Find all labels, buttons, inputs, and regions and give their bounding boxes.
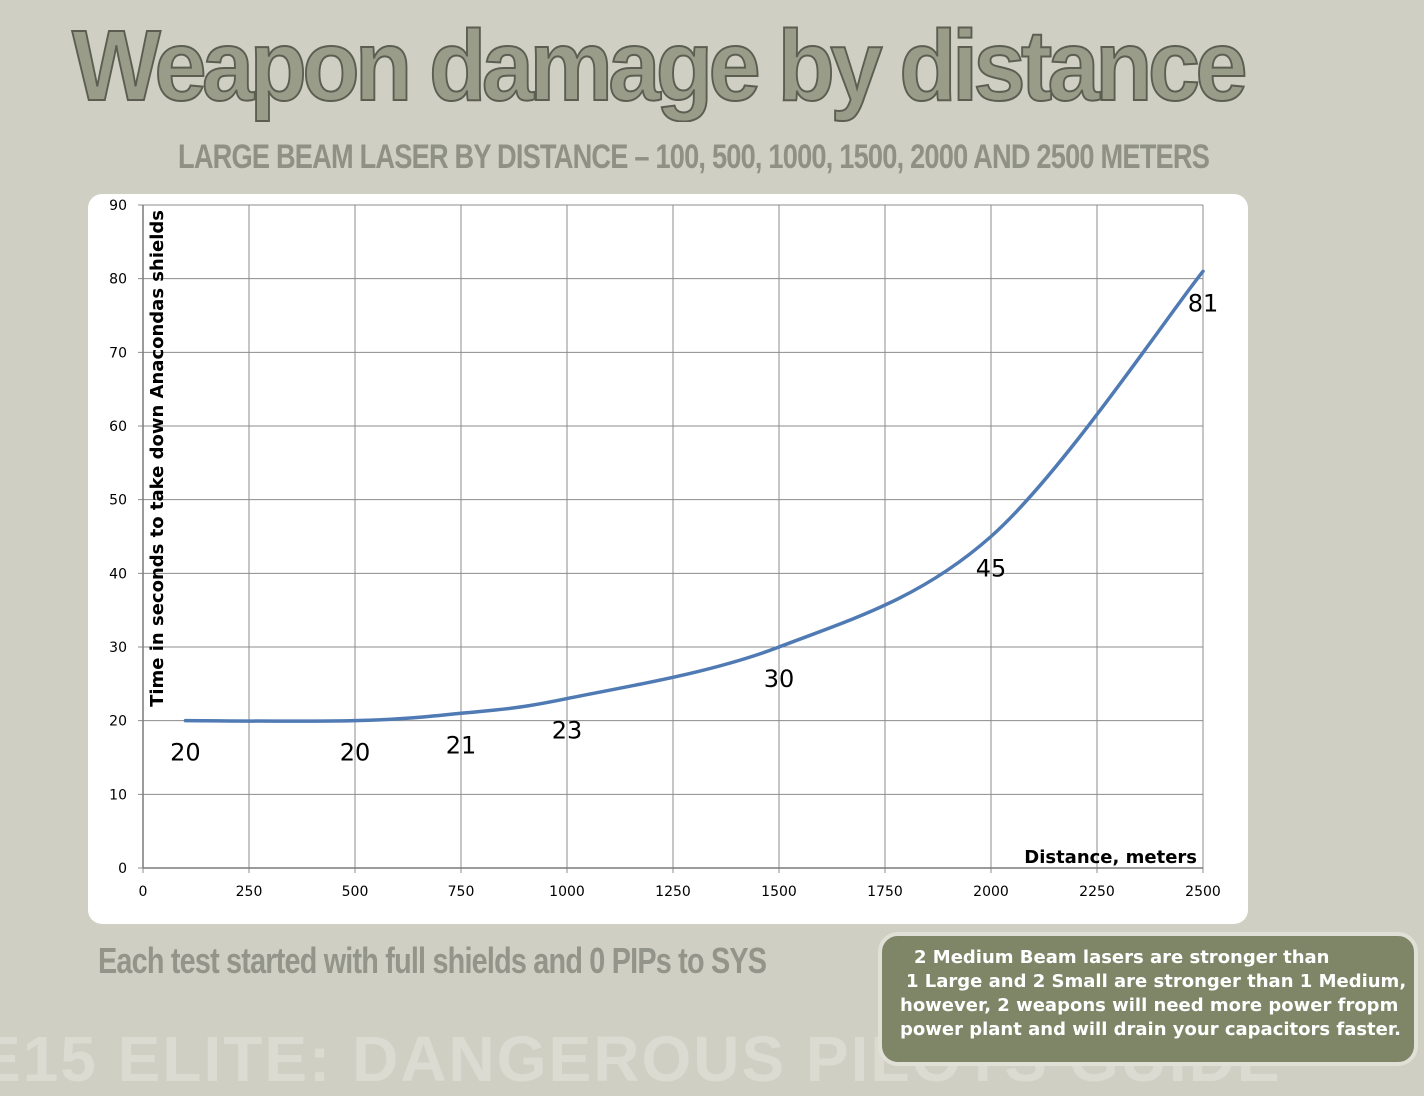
info-note-box: 2 Medium Beam lasers are stronger than 1… [878,932,1418,1066]
y-tick-label: 30 [109,640,127,656]
data-label: 23 [552,717,583,745]
y-tick-label: 60 [109,419,127,435]
x-tick-label: 750 [448,884,475,900]
x-tick-label: 2500 [1185,884,1221,900]
page-title: Weapon damage by distance [71,9,1249,123]
note-line-2: 1 Large and 2 Small are stronger than 1 … [906,971,1407,992]
y-tick-label: 90 [109,198,127,214]
x-axis-title: Distance, meters [1024,847,1197,868]
y-tick-label: 40 [109,566,127,582]
page-subtitle: LARGE BEAM LASER BY DISTANCE – 100, 500,… [178,138,1210,176]
x-tick-label: 1000 [549,884,585,900]
y-tick-label: 10 [109,787,127,803]
x-tick-label: 1500 [761,884,797,900]
data-label: 20 [170,739,201,767]
y-axis-title: Time in seconds to take down Anacondas s… [147,210,168,707]
note-line-4: power plant and will drain your capacito… [900,1019,1402,1040]
data-label: 20 [340,739,371,767]
note-line-1: 2 Medium Beam lasers are stronger than [914,947,1330,968]
y-tick-label: 80 [109,272,127,288]
x-tick-label: 500 [342,884,369,900]
x-tick-label: 250 [236,884,263,900]
data-label: 30 [764,665,795,693]
y-tick-label: 20 [109,714,127,730]
y-tick-label: 50 [109,493,127,509]
x-tick-label: 1250 [655,884,691,900]
data-label: 81 [1188,289,1219,317]
test-footnote: Each test started with full shields and … [98,940,767,981]
x-tick-label: 1750 [867,884,903,900]
x-tick-label: 2250 [1079,884,1115,900]
data-label: 21 [446,731,477,759]
y-tick-label: 0 [118,861,127,877]
note-line-3: however, 2 weapons will need more power … [900,995,1399,1016]
data-label: 45 [976,555,1007,583]
y-tick-label: 70 [109,345,127,361]
chart-panel [88,194,1248,924]
series-line [183,269,1205,723]
x-tick-label: 0 [139,884,148,900]
x-tick-label: 2000 [973,884,1009,900]
